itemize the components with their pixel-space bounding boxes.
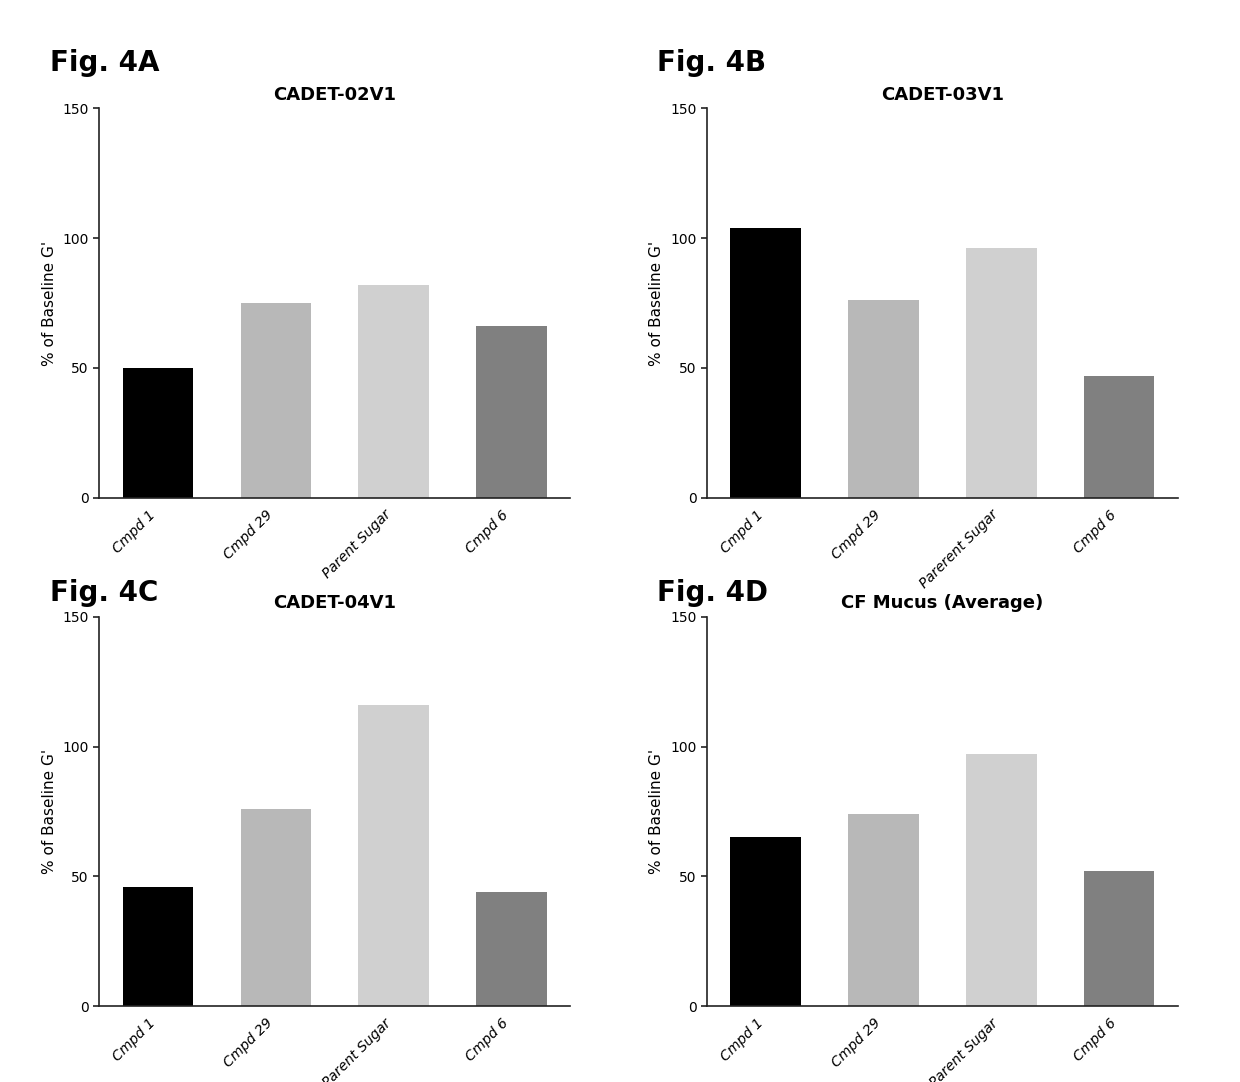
Y-axis label: % of Baseline G': % of Baseline G' [650,240,665,366]
Bar [1084,375,1154,498]
Bar [1084,871,1154,1006]
Bar [123,887,193,1006]
Bar [848,814,919,1006]
Bar [730,227,801,498]
Bar [241,809,311,1006]
Title: CADET-03V1: CADET-03V1 [880,85,1004,104]
Text: Fig. 4C: Fig. 4C [50,579,157,607]
Bar [966,754,1037,1006]
Text: Fig. 4B: Fig. 4B [657,49,766,77]
Y-axis label: % of Baseline G': % of Baseline G' [42,240,57,366]
Title: CADET-02V1: CADET-02V1 [273,85,397,104]
Bar [476,892,547,1006]
Bar [358,285,429,498]
Bar [476,327,547,498]
Bar [848,301,919,498]
Text: Fig. 4D: Fig. 4D [657,579,769,607]
Y-axis label: % of Baseline G': % of Baseline G' [650,749,665,874]
Title: CF Mucus (Average): CF Mucus (Average) [841,594,1044,612]
Bar [358,705,429,1006]
Title: CADET-04V1: CADET-04V1 [273,594,397,612]
Bar [123,368,193,498]
Text: Fig. 4A: Fig. 4A [50,49,159,77]
Y-axis label: % of Baseline G': % of Baseline G' [42,749,57,874]
Bar [241,303,311,498]
Bar [730,837,801,1006]
Bar [966,249,1037,498]
